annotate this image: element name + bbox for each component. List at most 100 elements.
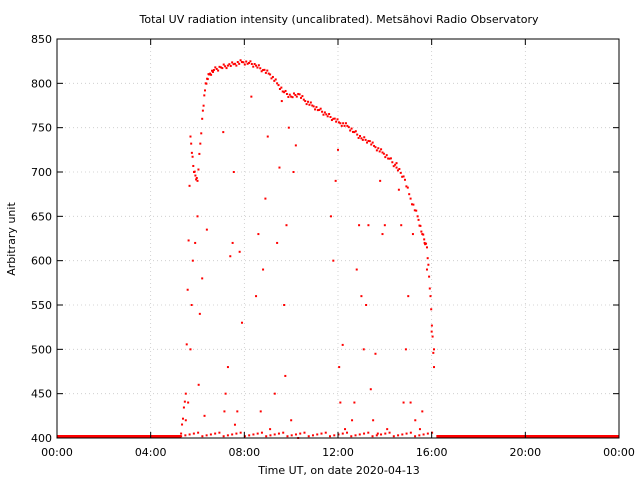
- data-point: [189, 135, 192, 138]
- data-point: [232, 171, 235, 173]
- data-point: [377, 147, 380, 150]
- data-point: [273, 392, 276, 395]
- data-point: [202, 104, 205, 107]
- data-point: [328, 435, 331, 438]
- data-point: [192, 432, 195, 435]
- data-point: [201, 109, 204, 112]
- data-point: [276, 241, 279, 244]
- data-point: [408, 193, 411, 196]
- data-point: [217, 69, 220, 72]
- data-point: [206, 78, 209, 81]
- data-point: [351, 419, 354, 422]
- data-point: [391, 161, 394, 164]
- data-point: [344, 428, 347, 431]
- data-point: [189, 348, 192, 351]
- data-point: [280, 100, 283, 103]
- data-point: [286, 435, 289, 438]
- data-point: [414, 419, 417, 422]
- x-tick-label: 16:00: [416, 446, 448, 459]
- data-point: [209, 433, 212, 436]
- data-point: [311, 104, 314, 107]
- data-point: [205, 82, 208, 85]
- data-point: [359, 135, 362, 138]
- data-point: [290, 95, 293, 98]
- data-point: [291, 96, 294, 99]
- data-point: [423, 238, 426, 241]
- data-point: [318, 108, 321, 111]
- data-point: [192, 164, 195, 167]
- data-point: [203, 94, 206, 97]
- data-point: [324, 431, 327, 434]
- data-point: [405, 185, 408, 188]
- data-point: [388, 157, 391, 160]
- data-point: [328, 113, 331, 116]
- data-point: [429, 295, 432, 298]
- data-point: [277, 84, 280, 87]
- data-point: [249, 60, 252, 63]
- data-point: [231, 433, 234, 436]
- data-point: [265, 435, 268, 438]
- data-point: [203, 414, 206, 417]
- data-point: [188, 433, 191, 436]
- data-point: [341, 432, 344, 435]
- data-point: [240, 321, 243, 324]
- data-point: [231, 61, 234, 64]
- data-point: [231, 241, 234, 244]
- data-point: [320, 432, 323, 435]
- data-point: [336, 118, 339, 121]
- data-point: [353, 401, 356, 404]
- data-point: [284, 374, 287, 377]
- data-point: [222, 131, 225, 134]
- data-point: [214, 66, 217, 69]
- data-point: [294, 144, 297, 147]
- data-point: [425, 242, 428, 245]
- data-point: [426, 432, 429, 435]
- data-point: [183, 400, 186, 403]
- data-point: [367, 139, 370, 142]
- data-point: [350, 435, 353, 438]
- data-point: [321, 110, 324, 113]
- data-point: [190, 151, 193, 154]
- data-point: [343, 124, 346, 127]
- data-point: [197, 431, 200, 434]
- data-point: [221, 67, 224, 70]
- data-point: [344, 122, 347, 125]
- data-point: [218, 431, 221, 434]
- data-point: [396, 169, 399, 172]
- data-point: [260, 70, 263, 73]
- x-tick-label: 20:00: [509, 446, 541, 459]
- data-point: [278, 88, 281, 91]
- data-point: [274, 78, 277, 81]
- data-point: [358, 433, 361, 436]
- data-point: [264, 71, 267, 74]
- data-point: [375, 434, 378, 437]
- data-point: [364, 138, 367, 141]
- data-point: [236, 61, 239, 64]
- data-point: [418, 428, 421, 431]
- x-axis-label: Time UT, on date 2020-04-13: [257, 464, 420, 477]
- data-point: [389, 157, 392, 160]
- data-point: [405, 432, 408, 435]
- data-point: [371, 141, 374, 144]
- data-point: [229, 255, 232, 258]
- data-point: [193, 170, 196, 173]
- data-point: [248, 434, 251, 437]
- data-point: [392, 435, 395, 438]
- data-point: [420, 230, 423, 233]
- y-tick-label: 600: [31, 255, 52, 268]
- data-point: [314, 108, 317, 111]
- data-point: [263, 68, 266, 71]
- data-point: [428, 275, 431, 278]
- data-point: [224, 392, 227, 395]
- data-point: [395, 166, 398, 169]
- data-point: [334, 179, 337, 182]
- data-point: [194, 174, 197, 177]
- data-point: [270, 77, 273, 80]
- data-point: [182, 406, 185, 409]
- data-point: [381, 151, 384, 154]
- data-point: [276, 82, 279, 85]
- data-point: [253, 63, 256, 66]
- data-point: [430, 324, 433, 327]
- data-point: [387, 157, 390, 160]
- data-point: [288, 93, 291, 96]
